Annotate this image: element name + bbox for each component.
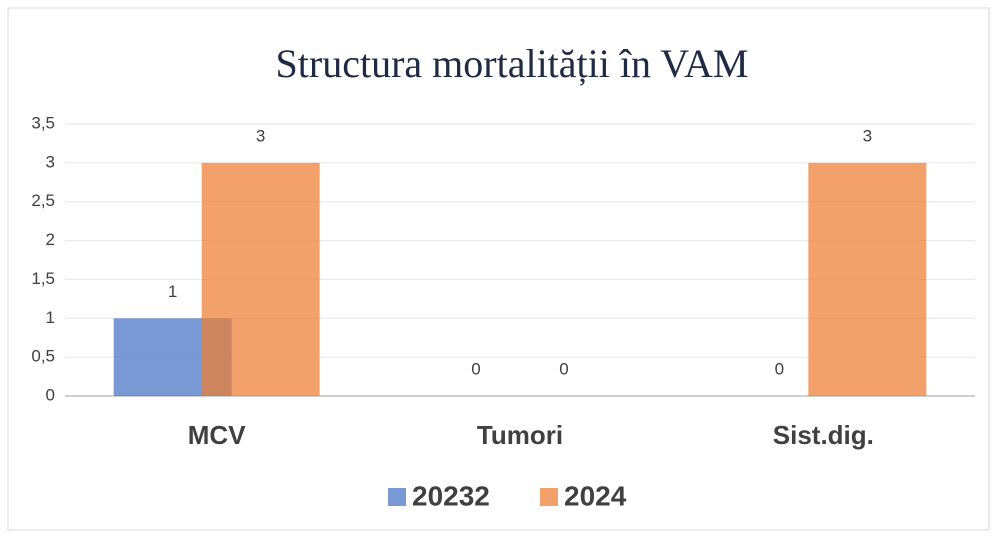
data-label: 1 <box>168 282 177 301</box>
legend-swatch <box>388 488 406 506</box>
data-label: 0 <box>471 359 480 378</box>
data-label: 0 <box>559 359 568 378</box>
data-label: 3 <box>256 126 265 145</box>
y-tick-label: 3,5 <box>31 113 55 132</box>
data-label: 3 <box>863 126 872 145</box>
y-tick-label: 1,5 <box>31 269 55 288</box>
y-tick-label: 2,5 <box>31 191 55 210</box>
legend-swatch <box>540 488 558 506</box>
y-tick-label: 0 <box>46 385 55 404</box>
y-tick-label: 3 <box>46 152 55 171</box>
x-tick-label: Sist.dig. <box>773 420 874 450</box>
x-tick-label: MCV <box>188 420 246 450</box>
bar <box>808 162 927 396</box>
chart-title: Structura mortalității în VAM <box>276 41 749 86</box>
data-label: 0 <box>775 359 784 378</box>
x-tick-label: Tumori <box>477 420 563 450</box>
legend-label: 20232 <box>412 480 490 511</box>
y-tick-label: 1 <box>46 308 55 327</box>
y-tick-label: 0,5 <box>31 347 55 366</box>
legend-label: 2024 <box>564 480 627 511</box>
y-tick-label: 2 <box>46 230 55 249</box>
bar <box>201 162 320 396</box>
